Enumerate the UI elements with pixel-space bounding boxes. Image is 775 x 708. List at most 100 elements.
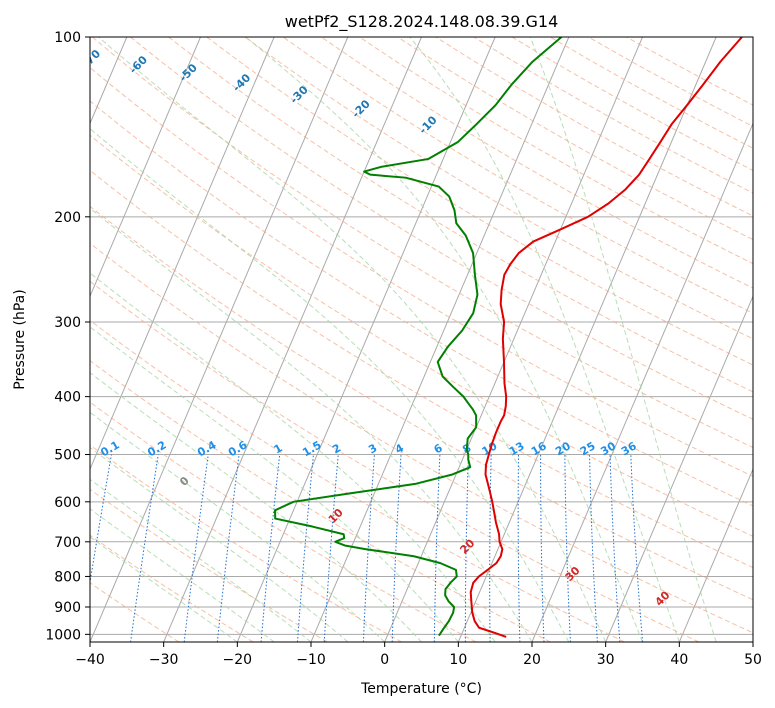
mixing-ratio-line [391,454,402,642]
dry-adiabat-line [244,37,753,340]
dry-adiabat-line [90,169,753,569]
x-axis-label: Temperature (°C) [360,681,482,697]
mixing-ratio-label: 30 [598,439,618,458]
dry-adiabat-line [90,100,753,507]
moist-adiabat-line [98,37,607,642]
x-tick-label: 10 [449,652,467,668]
isotherm-line [752,640,753,642]
isotherm-line [457,37,717,642]
plot-area: 0.10.20.40.611.52346810131620253036-100-… [0,37,753,642]
moist-adiabat-label: 10 [326,506,346,526]
y-axis-ticks: 100 200 300 400 500 600 700 800 900 1000 [45,30,90,643]
mixing-ratio-line [130,454,159,642]
dry-adiabat-line [435,37,753,217]
moist-adiabat-label: 30 [563,564,583,584]
isotherm-line [384,37,643,642]
mixing-ratio-line [630,454,644,642]
dry-adiabat-line [90,582,180,642]
mixing-ratio-line [564,454,571,642]
x-tick-label: 30 [597,652,615,668]
plot-frame [89,36,754,643]
moist-adiabat-line [409,37,680,642]
dry-adiabat-line [588,37,753,128]
mixing-ratio-line [183,454,209,642]
moist-adiabat-line [90,207,533,642]
dry-adiabat-line [90,134,753,537]
mixing-ratio-label: 0.6 [226,438,250,459]
isotherm-line [310,37,570,642]
mixing-ratio-line [90,454,112,586]
x-tick-label: −30 [149,652,179,668]
x-tick-label: 0 [380,652,389,668]
dry-adiabat-line [90,488,328,642]
chart-title: wetPf2_S128.2024.148.08.39.G14 [285,12,559,32]
temperature-line [469,37,743,638]
mixing-ratio-line [489,454,492,642]
y-tick-label: 400 [54,390,81,406]
profiles [274,37,743,638]
isotherm-line [605,295,753,642]
dry-adiabat-line [473,37,753,194]
y-axis-label: Pressure (hPa) [12,289,28,389]
dry-adiabat-label: -40 [230,71,253,94]
moist-adiabats [90,37,717,642]
dry-adiabat-line [90,360,551,642]
x-tick-label: 50 [744,652,762,668]
x-tick-label: −20 [223,652,253,668]
dewpoint-line [274,37,563,637]
mixing-ratio-label: 16 [529,439,549,458]
dry-adiabat-line [90,444,402,642]
dry-adiabat-label: -70 [80,47,103,70]
isotherm-line [678,467,753,642]
mixing-ratio-lines [90,454,644,642]
y-tick-label: 200 [54,210,81,226]
mixing-ratio-line [296,454,314,642]
moist-adiabat-line [90,478,312,642]
isotherm-line [90,37,349,642]
dry-adiabat-label: -50 [177,61,200,84]
x-axis-ticks: −40 −30 −20 −10 0 10 20 30 40 50 [75,642,762,668]
y-tick-label: 600 [54,495,81,511]
moist-adiabat-label: 20 [457,536,477,556]
moist-adiabat-line [90,272,496,642]
y-tick-label: 900 [54,600,81,616]
moist-adiabat-line [90,508,275,642]
dry-adiabat-line [90,66,753,477]
isotherm-line [163,37,422,642]
dry-adiabat-line [90,242,753,634]
dry-adiabat-line [90,401,477,642]
mixing-ratio-line [609,454,621,642]
skewed-isotherms [90,37,753,642]
moist-adiabat-line [90,446,349,642]
dry-adiabat-line [168,37,753,393]
isotherm-line [531,122,753,642]
dry-adiabat-line [206,37,753,366]
mixing-ratio-label: 25 [578,439,598,458]
isotherm-line [90,37,201,298]
mixing-ratio-line [464,454,469,642]
dry-adiabat-label: -90 [0,39,17,62]
moist-adiabat-line [90,128,570,642]
moist-adiabat-line [90,536,238,642]
moist-adiabat-line [90,372,422,642]
dry-adiabat-line [90,534,254,642]
isotherm-line [236,37,496,642]
moist-adiabat-line [90,326,459,642]
y-tick-label: 500 [54,448,81,464]
dry-adiabat-label: -20 [350,97,373,120]
y-tick-label: 800 [54,569,81,585]
dry-adiabats [90,37,753,642]
isotherm-line [90,37,275,471]
mixing-ratio-line [517,454,521,642]
mixing-ratio-label: 13 [507,439,527,458]
x-tick-label: 40 [670,652,688,668]
dry-adiabat-line [511,37,753,171]
x-tick-label: 20 [523,652,541,668]
moist-adiabat-line [529,37,717,642]
mixing-ratio-line [540,454,545,642]
dry-adiabat-line [320,37,753,289]
moist-adiabat-line [245,37,643,642]
y-tick-label: 700 [54,535,81,551]
x-tick-label: −10 [296,652,326,668]
